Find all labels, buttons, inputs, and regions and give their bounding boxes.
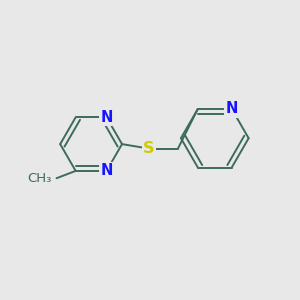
Text: N: N [100, 110, 113, 125]
Text: S: S [143, 141, 154, 156]
Text: N: N [100, 164, 113, 178]
Text: N: N [226, 101, 238, 116]
Text: CH₃: CH₃ [28, 172, 52, 185]
